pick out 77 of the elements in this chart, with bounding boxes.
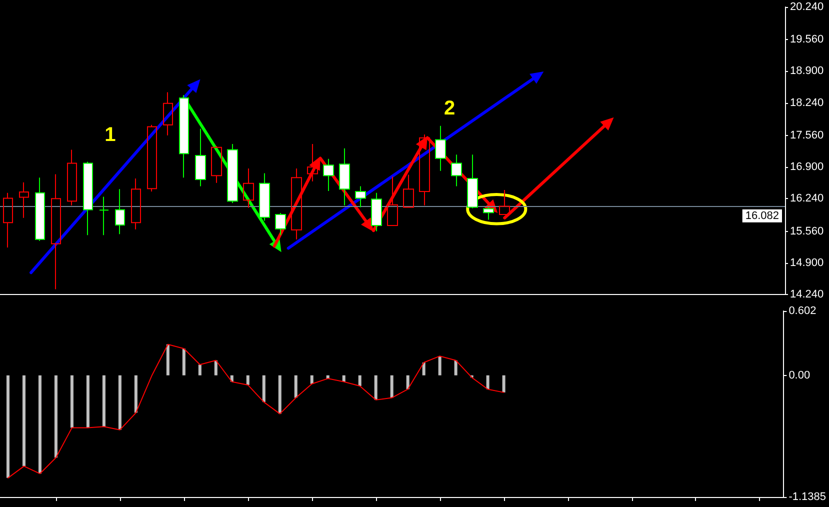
candlestick (467, 154, 478, 209)
bar (374, 375, 378, 400)
candlestick (339, 148, 350, 206)
candlestick (227, 144, 238, 204)
bar (70, 375, 74, 428)
bar (390, 375, 394, 398)
bar (6, 375, 10, 478)
candlestick (115, 188, 125, 235)
line-series (7, 344, 504, 478)
bar (54, 375, 58, 458)
bar (294, 375, 298, 398)
candlestick (51, 174, 61, 290)
bar (86, 375, 90, 428)
bar (358, 375, 362, 386)
candlestick (3, 192, 13, 248)
y-tick-label: -1.1385 (788, 491, 826, 503)
candlestick (243, 168, 254, 208)
candlestick (147, 124, 157, 192)
candlestick (67, 149, 77, 206)
bar (182, 348, 186, 376)
candlestick (131, 178, 141, 230)
bar (422, 362, 426, 376)
y-tick-label: 15.560 (790, 225, 824, 238)
candlestick (323, 158, 334, 192)
candlestick (163, 92, 173, 136)
bar (246, 375, 250, 385)
candlestick (211, 145, 222, 184)
y-tick-label: 18.240 (790, 96, 824, 109)
y-tick-label: 16.240 (790, 192, 824, 205)
candlestick (99, 196, 109, 236)
bar (438, 356, 442, 376)
annotation: 1 (104, 124, 116, 146)
bar (214, 360, 218, 376)
candlestick (435, 125, 446, 172)
bar (198, 364, 202, 376)
bar (342, 375, 346, 382)
y-tick-label: 0.602 (788, 305, 816, 317)
annotation: 2 (444, 98, 456, 120)
bar (134, 375, 138, 413)
candlestick (83, 161, 93, 236)
bar (502, 375, 506, 392)
candlestick (179, 94, 189, 178)
y-tick-label: 18.900 (790, 65, 824, 78)
candlestick (195, 128, 206, 187)
candlestick (291, 168, 302, 240)
y-tick-label: 14.240 (790, 288, 824, 300)
bar (486, 375, 490, 390)
bar (454, 360, 458, 376)
bar (406, 375, 410, 390)
candlestick (355, 186, 366, 208)
candlestick (35, 177, 45, 242)
ref-line-label: 16.082 (745, 210, 779, 222)
candlestick (307, 144, 318, 182)
candlestick (483, 206, 494, 220)
bar (38, 375, 42, 474)
candlestick (19, 182, 29, 218)
candlestick (275, 212, 286, 236)
y-tick-label: 0.00 (788, 369, 810, 382)
y-tick-label: 17.560 (790, 129, 824, 142)
candlestick (371, 192, 382, 232)
y-tick-label: 16.900 (790, 161, 824, 174)
bar (22, 375, 26, 466)
candlestick (387, 176, 398, 226)
candlestick (259, 172, 270, 222)
y-tick-label: 14.900 (790, 256, 824, 269)
candlestick (499, 190, 510, 216)
candlestick (403, 174, 414, 208)
bar (310, 375, 314, 384)
bar (166, 344, 170, 376)
bar (118, 375, 122, 430)
y-tick-label: 20.240 (790, 1, 824, 13)
bar (102, 375, 106, 427)
y-tick-label: 19.560 (790, 34, 824, 46)
candlestick (451, 154, 462, 187)
candlestick (419, 134, 430, 206)
bar (262, 375, 266, 402)
bar (278, 375, 282, 414)
